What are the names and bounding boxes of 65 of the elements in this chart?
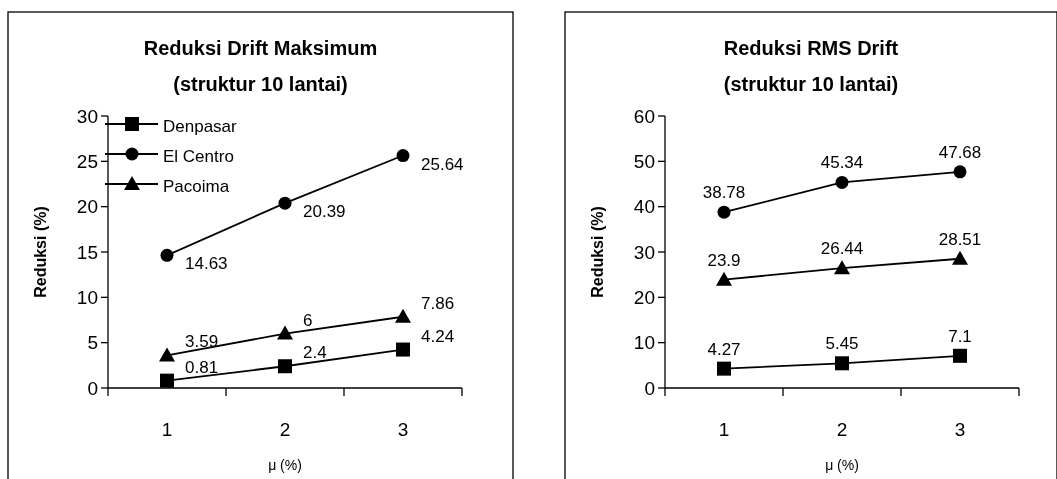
data-label: 4.27: [707, 339, 741, 359]
y-tick-label: 20: [633, 286, 655, 308]
y-tick-label: 30: [633, 241, 655, 263]
data-label: 26.44: [820, 239, 864, 259]
data-label: 7.1: [948, 326, 972, 346]
point: [953, 348, 967, 363]
data-label: 6: [303, 310, 313, 330]
point: [835, 175, 849, 189]
x-tick-label: 2: [279, 419, 291, 440]
data-label: 4.24: [421, 326, 455, 346]
data-label: 20.39: [303, 202, 346, 222]
y-tick-label: 25: [76, 150, 98, 172]
point: [395, 308, 411, 323]
y-tick-label: 60: [633, 105, 655, 127]
legend-label: Pacoima: [163, 177, 230, 196]
chart-title: Reduksi RMS Drift (struktur 10 lantai): [723, 37, 899, 95]
point: [278, 196, 292, 210]
y-tick-label: 50: [633, 150, 655, 172]
point: [396, 149, 410, 163]
point: [717, 361, 731, 376]
y-tick-label: 10: [76, 286, 98, 308]
data-label: 3.59: [185, 332, 219, 352]
x-tick-label: 1: [161, 419, 173, 440]
x-axis-title: μ (%): [825, 457, 859, 473]
y-axis-title: Reduksi (%): [32, 206, 49, 298]
legend-label: El Centro: [163, 147, 234, 166]
point: [952, 250, 968, 265]
data-label: 14.63: [185, 254, 228, 274]
point: [396, 342, 410, 357]
y-tick-label: 40: [633, 196, 655, 218]
data-label: 2.4: [303, 343, 327, 363]
data-label: 25.64: [421, 154, 464, 174]
x-tick-label: 1: [718, 419, 730, 440]
y-tick-label: 5: [87, 332, 98, 354]
data-label: 38.78: [702, 183, 746, 203]
point: [717, 205, 731, 219]
y-tick-label: 20: [76, 196, 98, 218]
point: [278, 359, 292, 374]
data-label: 28.51: [938, 229, 982, 249]
point: [277, 325, 293, 340]
data-label: 7.86: [421, 293, 455, 313]
x-tick-label: 2: [836, 419, 848, 440]
x-tick-label: 3: [954, 419, 966, 440]
y-tick-label: 30: [76, 105, 98, 127]
y-tick-label: 10: [633, 332, 655, 354]
x-axis-title: μ (%): [268, 457, 302, 473]
x-tick-label: 3: [397, 419, 409, 440]
y-axis-title: Reduksi (%): [589, 206, 606, 298]
y-tick-label: 0: [644, 377, 655, 399]
point: [716, 271, 732, 286]
data-label: 5.45: [825, 334, 859, 354]
point: [835, 356, 849, 371]
point: [953, 165, 967, 179]
data-label: 23.9: [707, 250, 741, 270]
y-tick-label: 15: [76, 241, 98, 263]
point: [160, 373, 174, 388]
data-label: 45.34: [820, 153, 864, 173]
legend-label: Denpasar: [163, 117, 238, 136]
point: [159, 347, 175, 362]
y-tick-label: 0: [87, 377, 98, 399]
data-label: 0.81: [185, 357, 219, 377]
point: [834, 260, 850, 275]
data-label: 47.68: [938, 142, 982, 162]
chart-title: Reduksi Drift Maksimum (struktur 10 lantai): [143, 37, 378, 95]
point: [160, 248, 174, 262]
